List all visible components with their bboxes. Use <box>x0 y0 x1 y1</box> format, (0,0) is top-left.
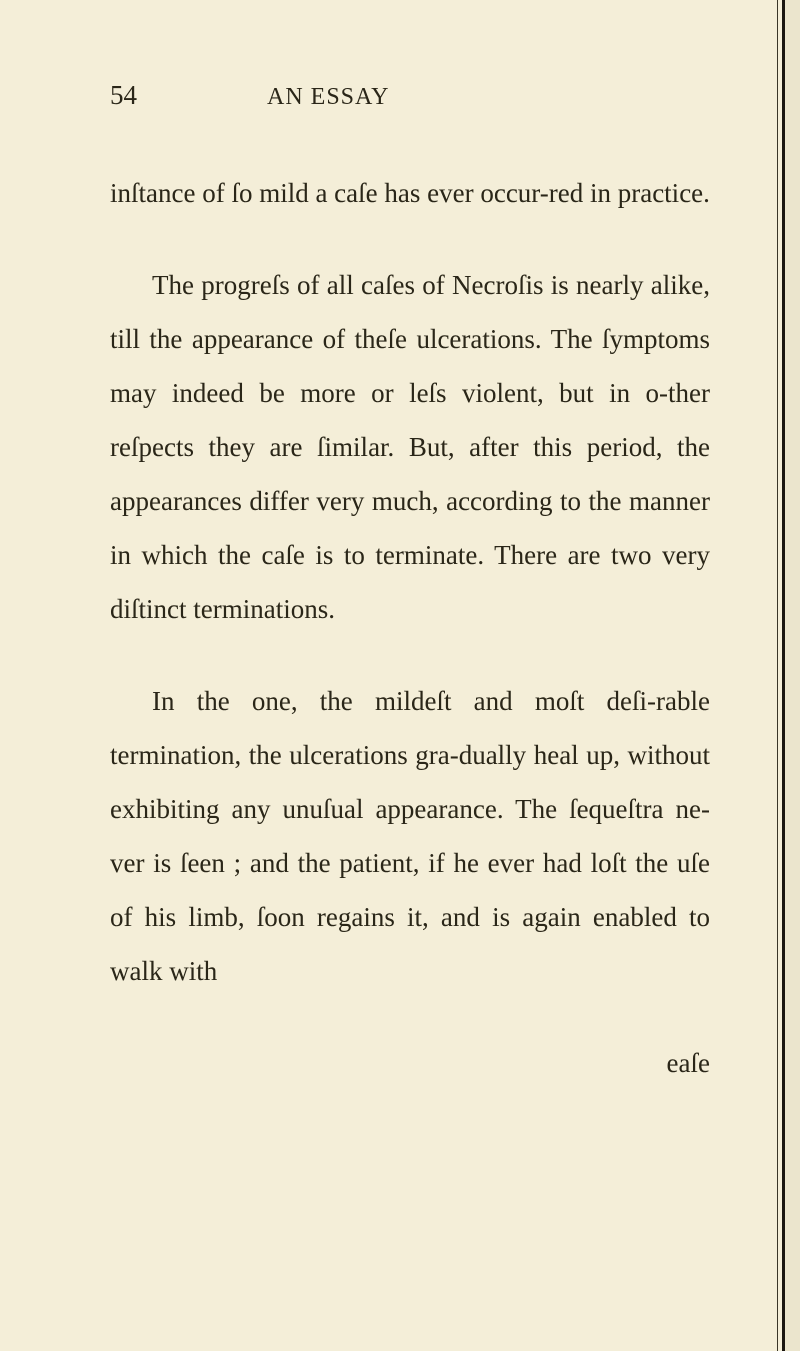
paragraph-2: The progreſs of all caſes of Necroſis is… <box>110 258 710 636</box>
paragraph-3: In the one, the mildeſt and moſt deſi-ra… <box>110 674 710 998</box>
border-line-outer <box>782 0 800 1351</box>
section-title: AN ESSAY <box>267 84 389 111</box>
document-page: 54 AN ESSAY inſtance of ſo mild a caſe h… <box>0 0 800 1351</box>
border-line-inner <box>777 0 778 1351</box>
paragraph-1: inſtance of ſo mild a caſe has ever occu… <box>110 166 710 220</box>
page-header: 54 AN ESSAY <box>110 80 710 111</box>
page-number: 54 <box>110 80 137 111</box>
catchword: eaſe <box>110 1036 710 1090</box>
